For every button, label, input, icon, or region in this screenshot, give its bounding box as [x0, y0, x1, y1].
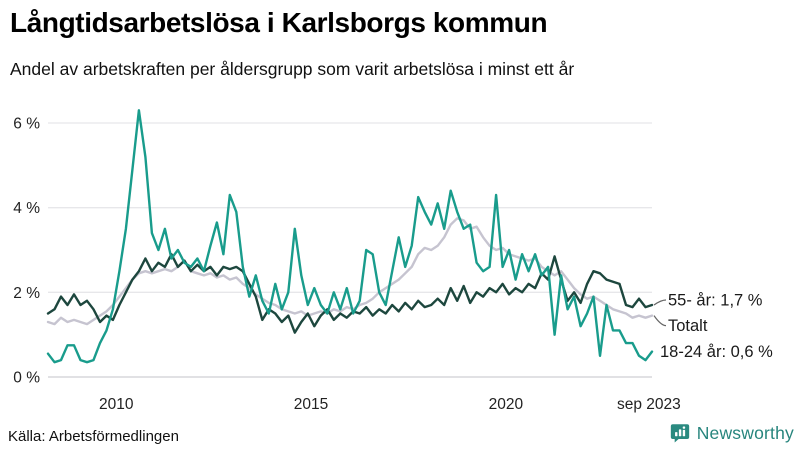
x-tick-label: 2015	[294, 396, 328, 413]
series-line-18-24-år	[46, 109, 654, 364]
source-note: Källa: Arbetsförmedlingen	[8, 428, 179, 445]
series-line-55--år	[46, 252, 654, 334]
y-tick-label: 6 %	[13, 116, 40, 133]
series-end-label-Totalt: Totalt	[668, 317, 708, 335]
y-tick-label: 0 %	[13, 370, 40, 387]
page-subtitle: Andel av arbetskraften per åldersgrupp s…	[10, 59, 575, 79]
end-label-connector	[653, 315, 667, 327]
page-title: Långtidsarbetslösa i Karlsborgs kommun	[10, 7, 548, 38]
end-label-connector	[653, 299, 667, 306]
newsworthy-bars-icon	[670, 424, 689, 443]
y-tick-label: 2 %	[13, 285, 40, 302]
x-tick-label: 2020	[489, 396, 524, 413]
brand-name: Newsworthy	[696, 422, 794, 443]
series-line-Totalt	[46, 217, 654, 326]
series-end-label-55--år: 55- år: 1,7 %	[668, 292, 763, 310]
y-tick-label: 4 %	[13, 200, 40, 217]
series-end-label-18-24-år: 18-24 år: 0,6 %	[660, 343, 773, 361]
x-tick-label: sep 2023	[617, 396, 681, 413]
x-tick-label: 2010	[99, 396, 134, 413]
brand-logo: Newsworthy	[669, 422, 794, 444]
